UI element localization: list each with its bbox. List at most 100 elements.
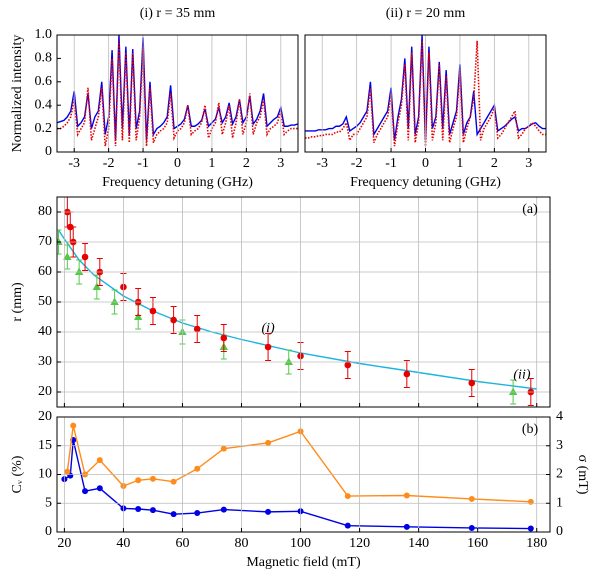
- x-tick-label: -3: [316, 156, 328, 171]
- point: [110, 297, 119, 305]
- point: [527, 525, 534, 532]
- y-axis-label: Cᵥ (%): [10, 455, 25, 493]
- x-tick-label: 20: [57, 536, 71, 551]
- point: [194, 510, 201, 517]
- x-tick-label: 140: [408, 536, 429, 551]
- y2-tick-label: 4: [556, 409, 563, 424]
- y-tick-label: 20: [38, 384, 52, 399]
- y-axis-label: Normalized intensity: [10, 35, 25, 153]
- point: [284, 357, 293, 365]
- plot-area: [61, 422, 534, 532]
- x-tick-label: -1: [137, 156, 149, 171]
- y-tick-label: 0: [45, 524, 52, 539]
- y-axis-label: r (mm): [10, 282, 25, 322]
- y-tick-label: 70: [38, 234, 52, 249]
- y-tick-label: 0.2: [35, 121, 53, 136]
- x-tick-label: -1: [385, 156, 397, 171]
- x-tick-label: -3: [68, 156, 80, 171]
- point: [468, 495, 475, 502]
- y-tick-label: 40: [38, 324, 52, 339]
- series-line: [64, 439, 531, 530]
- x-tick-label: 0: [174, 156, 181, 171]
- y-tick-label: 50: [38, 294, 52, 309]
- x-tick-label: 80: [235, 536, 249, 551]
- x-tick-label: 2: [243, 156, 250, 171]
- point: [193, 325, 201, 333]
- x-tick-label: 180: [526, 536, 547, 551]
- y2-tick-label: 1: [556, 495, 563, 510]
- point: [96, 457, 103, 464]
- x-axis-label: Magnetic field (mT): [246, 555, 361, 570]
- point: [220, 506, 227, 513]
- point: [92, 282, 102, 290]
- series-line: [305, 40, 546, 147]
- point: [403, 370, 411, 378]
- point: [70, 422, 77, 429]
- y-tick-label: 80: [38, 204, 52, 219]
- y2-axis-label: σ (mT): [575, 455, 590, 495]
- y-tick-label: 0.8: [35, 51, 53, 66]
- point: [194, 465, 201, 472]
- point: [527, 498, 534, 505]
- point: [149, 507, 156, 514]
- x-tick-label: 1: [456, 156, 463, 171]
- point: [63, 252, 72, 260]
- point: [468, 379, 476, 387]
- x-tick-label: 40: [116, 536, 130, 551]
- point: [468, 524, 475, 531]
- point: [403, 492, 410, 499]
- x-tick-label: -2: [103, 156, 115, 171]
- x-tick-label: 3: [525, 156, 532, 171]
- point: [170, 511, 177, 518]
- point: [135, 477, 142, 484]
- point: [403, 523, 410, 530]
- panel: -3 -2 -1 0 1 2 3 (ii) r = 20 mm Frequency detuni…: [304, 6, 547, 190]
- plot-area: [57, 197, 537, 406]
- point: [220, 445, 227, 452]
- x-tick-label: 3: [277, 156, 284, 171]
- point: [149, 475, 156, 482]
- point: [344, 493, 351, 500]
- x-tick-label: 0: [422, 156, 429, 171]
- y-tick-label: 0.6: [35, 74, 53, 89]
- point: [82, 488, 89, 495]
- annotation: (ii): [513, 368, 530, 383]
- panel-title: (ii) r = 20 mm: [386, 6, 466, 21]
- point: [133, 312, 143, 320]
- point: [81, 253, 89, 261]
- y-tick-label: 5: [45, 495, 52, 510]
- point: [149, 307, 157, 315]
- panel-label: (b): [522, 422, 539, 437]
- x-tick-label: 160: [467, 536, 488, 551]
- y2-tick-label: 0: [556, 524, 563, 539]
- series-line: [57, 229, 537, 390]
- panel: -3 -2 -1 0 1 2 3 0 0.2 0.4 0.6 0.8 1.0 (i) r = 35 mm F…: [10, 6, 299, 190]
- y-tick-label: 0.4: [35, 97, 53, 112]
- x-tick-label: 100: [290, 536, 311, 551]
- y-tick-label: 30: [38, 354, 52, 369]
- annotation: (i): [261, 321, 275, 336]
- frame: [56, 416, 551, 533]
- point: [508, 387, 518, 395]
- point: [265, 508, 272, 515]
- y-tick-label: 15: [38, 438, 52, 453]
- frame: [56, 196, 551, 408]
- y2-tick-label: 2: [556, 467, 563, 482]
- point: [135, 506, 142, 512]
- y-tick-label: 20: [38, 409, 52, 424]
- frame: [304, 34, 547, 153]
- y-tick-label: 60: [38, 264, 52, 279]
- point: [344, 522, 351, 529]
- panel: 20 30 40 50 60 70 80 r (mm) (a) (i) (ii): [10, 196, 551, 408]
- y-tick-label: 0: [45, 144, 52, 159]
- series-line: [66, 425, 531, 503]
- y2-tick-label: 3: [556, 438, 563, 453]
- x-tick-label: 120: [349, 536, 370, 551]
- point: [265, 439, 272, 446]
- point: [344, 361, 352, 369]
- x-tick-label: 1: [208, 156, 215, 171]
- frame: [56, 34, 299, 153]
- y-tick-label: 10: [38, 467, 52, 482]
- point: [264, 343, 272, 351]
